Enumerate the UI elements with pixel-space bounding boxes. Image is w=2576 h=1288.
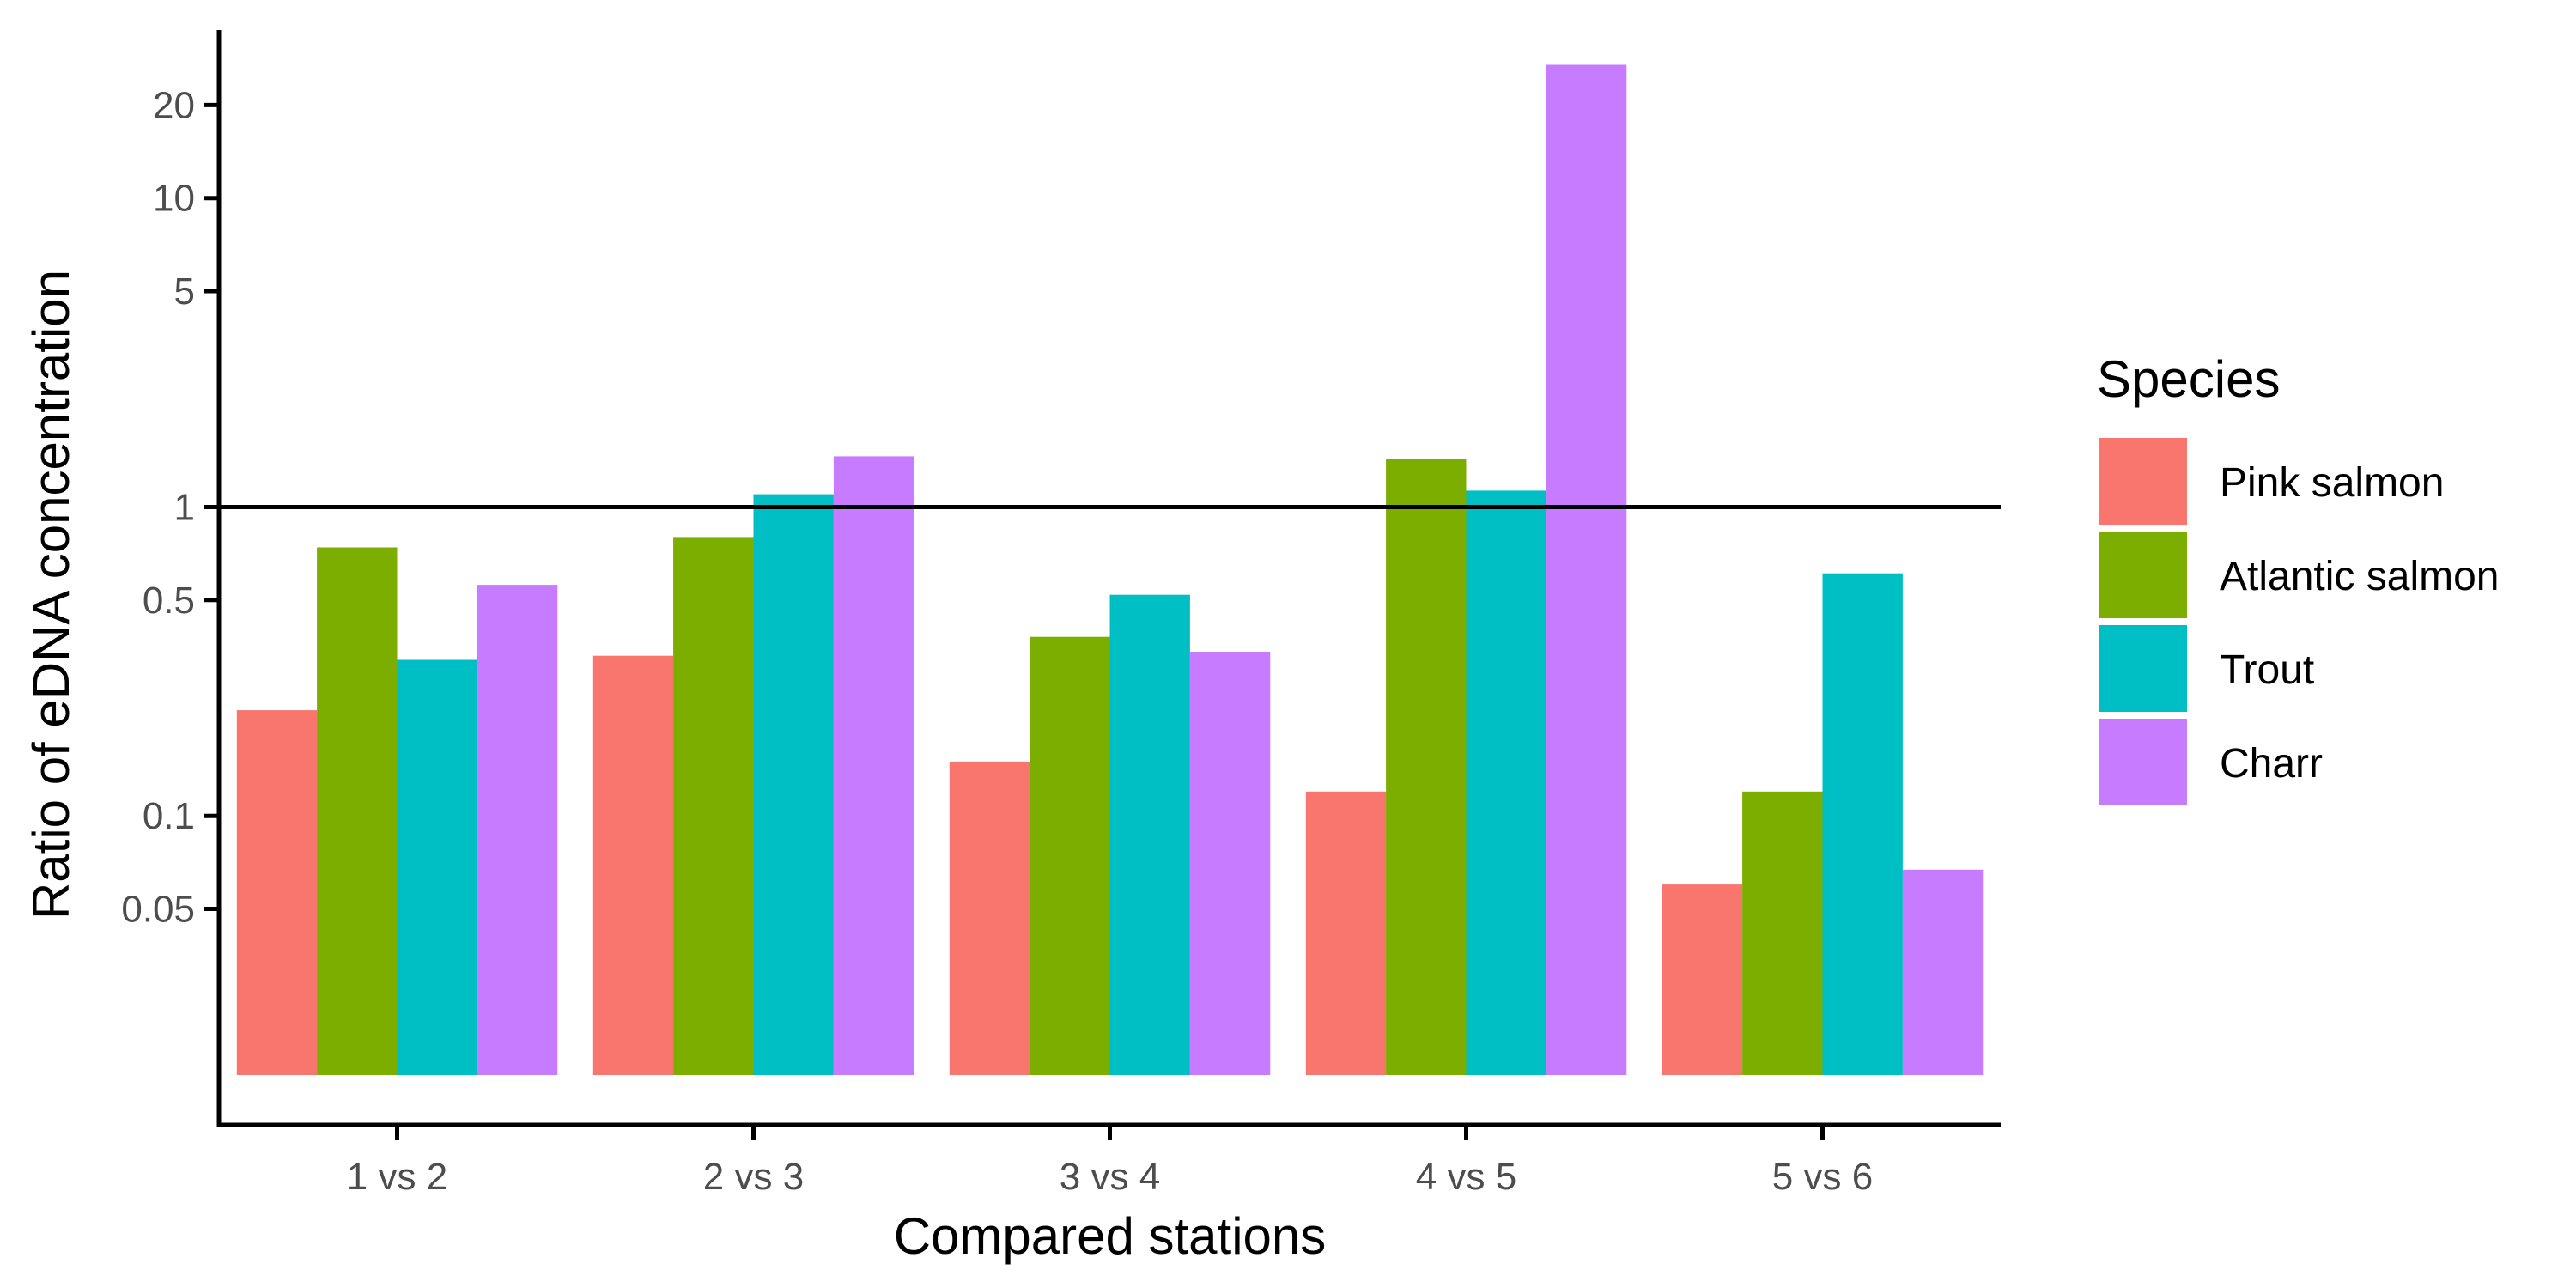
legend-swatch-trout [2099,625,2187,712]
y-tick-label: 1 [174,486,195,528]
bar-trout-2-vs-3 [753,494,834,1075]
bar-charr-1-vs-2 [477,585,558,1075]
y-tick-label: 10 [153,178,195,220]
bar-atlantic-salmon-5-vs-6 [1742,791,1823,1075]
x-tick-label: 4 vs 5 [1416,1156,1516,1198]
bar-trout-1-vs-2 [397,659,477,1075]
bars-layer [236,64,1984,1075]
legend: Species Pink salmon Atlantic salmon Trout C… [2097,350,2499,805]
bar-pink-salmon-3-vs-4 [949,761,1030,1075]
x-tick-label: 5 vs 6 [1772,1156,1873,1198]
bar-charr-4-vs-5 [1546,64,1627,1075]
bar-pink-salmon-2-vs-3 [592,655,674,1075]
bar-trout-3-vs-4 [1109,594,1190,1075]
legend-items: Pink salmon Atlantic salmon Trout Charr [2099,438,2499,805]
legend-label: Trout [2220,647,2314,693]
legend-label: Pink salmon [2220,460,2444,506]
x-axis-title: Compared stations [894,1207,1327,1265]
bar-pink-salmon-5-vs-6 [1662,884,1743,1075]
bar-atlantic-salmon-2-vs-3 [673,537,754,1075]
y-axis-title: Ratio of eDNA concentration [22,270,80,920]
bar-trout-5-vs-6 [1822,573,1903,1075]
x-ticks-layer: 1 vs 2 2 vs 3 3 vs 4 4 vs 5 5 vs 6 [347,1125,1873,1198]
bar-atlantic-salmon-3-vs-4 [1030,636,1110,1075]
y-tick-label: 20 [153,84,195,126]
y-tick-label: 5 [174,270,195,313]
bar-pink-salmon-1-vs-2 [236,710,318,1075]
y-ticks-layer: 0.05 0.1 0.5 1 5 10 20 [121,84,219,931]
legend-swatch-atlantic-salmon [2099,532,2187,618]
bar-charr-3-vs-4 [1189,652,1271,1075]
legend-title: Species [2097,350,2280,408]
legend-swatch-pink-salmon [2099,438,2187,525]
bar-charr-2-vs-3 [833,456,914,1075]
bar-trout-4-vs-5 [1466,490,1546,1075]
y-tick-label: 0.5 [143,580,195,622]
legend-label: Atlantic salmon [2220,554,2499,599]
bar-atlantic-salmon-1-vs-2 [317,547,398,1075]
y-tick-label: 0.1 [143,795,195,837]
x-tick-label: 1 vs 2 [347,1156,447,1198]
legend-swatch-charr [2099,719,2187,805]
y-tick-label: 0.05 [121,889,195,931]
bar-pink-salmon-4-vs-5 [1305,791,1387,1075]
bar-charr-5-vs-6 [1902,869,1984,1075]
bar-atlantic-salmon-4-vs-5 [1386,459,1467,1075]
x-tick-label: 3 vs 4 [1060,1156,1160,1198]
legend-label: Charr [2220,741,2323,787]
x-tick-label: 2 vs 3 [703,1156,804,1198]
